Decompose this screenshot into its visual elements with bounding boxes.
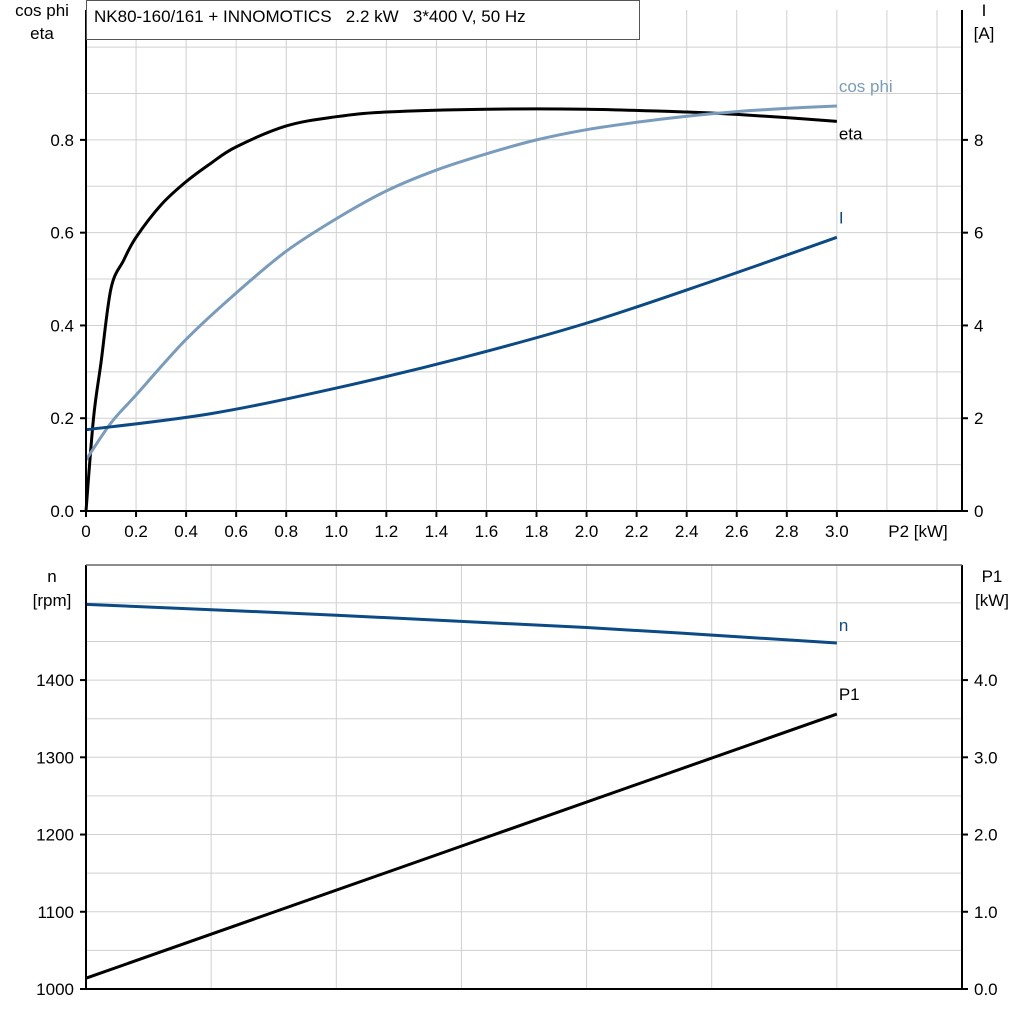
right-axis-title: P1 [982,567,1003,586]
left-tick-label: 0.6 [50,224,74,243]
right-tick-label: 2.0 [974,826,998,845]
right-axis-title: I [982,1,987,20]
series-line-P1 [85,712,838,980]
series-line-cos-phi [84,104,837,461]
x-tick-label: 1.4 [425,522,449,541]
left-tick-label: 1100 [37,903,74,922]
x-tick-label: 1.6 [475,522,499,541]
x-axis-label: P2 [kW] [888,522,948,541]
series-line-I [85,235,838,432]
left-tick-label: 0.8 [50,131,74,150]
right-axis-title: [kW] [975,591,1009,610]
right-tick-label: 0.0 [974,980,998,999]
x-tick-label: 0 [81,522,90,541]
left-tick-label: 1200 [36,826,74,845]
x-tick-label: 1.2 [375,522,399,541]
left-axis-title: cos phi [15,1,69,20]
series-label-P1: P1 [839,685,860,704]
left-tick-label: 1000 [36,980,74,999]
x-tick-label: 2.0 [575,522,599,541]
right-axis-title: [A] [974,24,995,43]
right-tick-label: 4.0 [974,671,998,690]
x-tick-label: 2.8 [775,522,799,541]
left-axis-title: n [47,567,56,586]
left-tick-label: 0.2 [50,409,74,428]
right-tick-label: 6 [974,224,983,243]
right-tick-label: 8 [974,131,983,150]
left-tick-label: 0.4 [50,316,74,335]
series-label-eta: eta [839,124,863,143]
left-tick-label: 1400 [36,671,74,690]
series-label-cos-phi: cos phi [839,77,893,96]
right-tick-label: 1.0 [974,903,998,922]
x-tick-label: 0.6 [224,522,248,541]
left-tick-label: 1300 [36,748,74,767]
right-tick-label: 0 [974,502,983,521]
x-tick-label: 2.4 [675,522,699,541]
series-line-eta [84,107,837,512]
x-tick-label: 0.4 [174,522,198,541]
x-tick-label: 0.2 [124,522,148,541]
x-tick-label: 2.6 [725,522,749,541]
left-axis-title: eta [30,24,54,43]
x-tick-label: 1.0 [324,522,348,541]
series-label-n: n [839,616,848,635]
x-tick-label: 1.8 [525,522,549,541]
left-tick-label: 0.0 [50,502,74,521]
series-label-I: I [839,208,844,227]
right-tick-label: 4 [974,316,983,335]
right-tick-label: 3.0 [974,748,998,767]
series-line-n [85,602,837,645]
x-tick-label: 2.2 [625,522,649,541]
right-tick-label: 2 [974,409,983,428]
x-tick-label: 3.0 [825,522,849,541]
chart-title: NK80-160/161 + INNOMOTICS 2.2 kW 3*400 V… [94,7,526,26]
x-tick-label: 0.8 [274,522,298,541]
left-axis-title: [rpm] [33,591,72,610]
title-box [86,0,640,40]
